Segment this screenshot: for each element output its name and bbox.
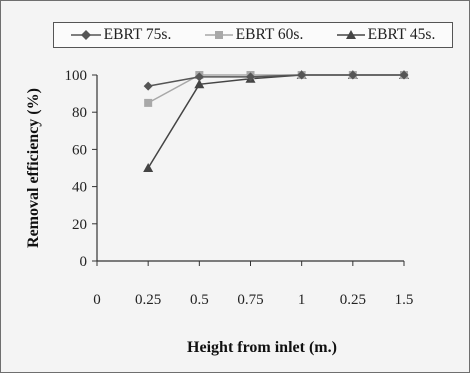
y-tick-label: 60 [72, 142, 87, 158]
x-tick-label: 0.75 [237, 292, 263, 308]
data-point [246, 72, 255, 82]
series-3 [143, 70, 409, 172]
series-layer [143, 70, 409, 172]
data-point [144, 98, 153, 107]
x-tick-label: 1 [298, 292, 306, 308]
legend-label-series-2: EBRT 60s. [235, 26, 304, 43]
x-tick-label: 0.5 [190, 292, 209, 308]
legend-marker-diamond-icon [70, 30, 101, 40]
y-axis-title: Removal efficiency (%) [25, 88, 42, 248]
y-tick-label: 40 [72, 180, 87, 196]
y-tick-label: 20 [72, 217, 87, 233]
legend-marker-triangle-icon [336, 30, 365, 39]
legend-label-series-1: EBRT 75s. [103, 26, 172, 43]
data-point [143, 81, 153, 91]
data-point [399, 70, 409, 80]
legend-item-series-2: EBRT 60s. [204, 26, 304, 44]
y-tick-label: 0 [80, 254, 88, 270]
y-tick-label: 80 [72, 105, 87, 121]
data-point [143, 163, 154, 172]
chart-axes: 0 20 40 60 80 100 0 0.25 0.5 0.75 1 0.25 1.5 [65, 68, 414, 308]
data-point [348, 70, 358, 80]
data-point [297, 70, 307, 80]
legend-marker-square-icon [204, 31, 233, 39]
legend-item-series-3: EBRT 45s. [336, 26, 436, 44]
x-tick-label: 0.25 [340, 292, 366, 308]
x-tick-label: 0.25 [135, 292, 161, 308]
data-point [194, 79, 205, 89]
series-1 [143, 70, 409, 91]
data-point [194, 72, 204, 82]
legend-item-series-1: EBRT 75s. [70, 26, 172, 44]
legend-label-series-3: EBRT 45s. [367, 26, 436, 43]
x-tick-label: 1.5 [395, 292, 414, 308]
series-line [148, 74, 404, 87]
x-tick-label: 0 [93, 292, 101, 308]
x-axis-title: Height from inlet (m.) [187, 339, 337, 356]
y-tick-label: 100 [65, 68, 88, 84]
chart-legend: EBRT 75s. EBRT 60s. EBRT 45s. [53, 22, 453, 48]
series-line [147, 74, 404, 169]
